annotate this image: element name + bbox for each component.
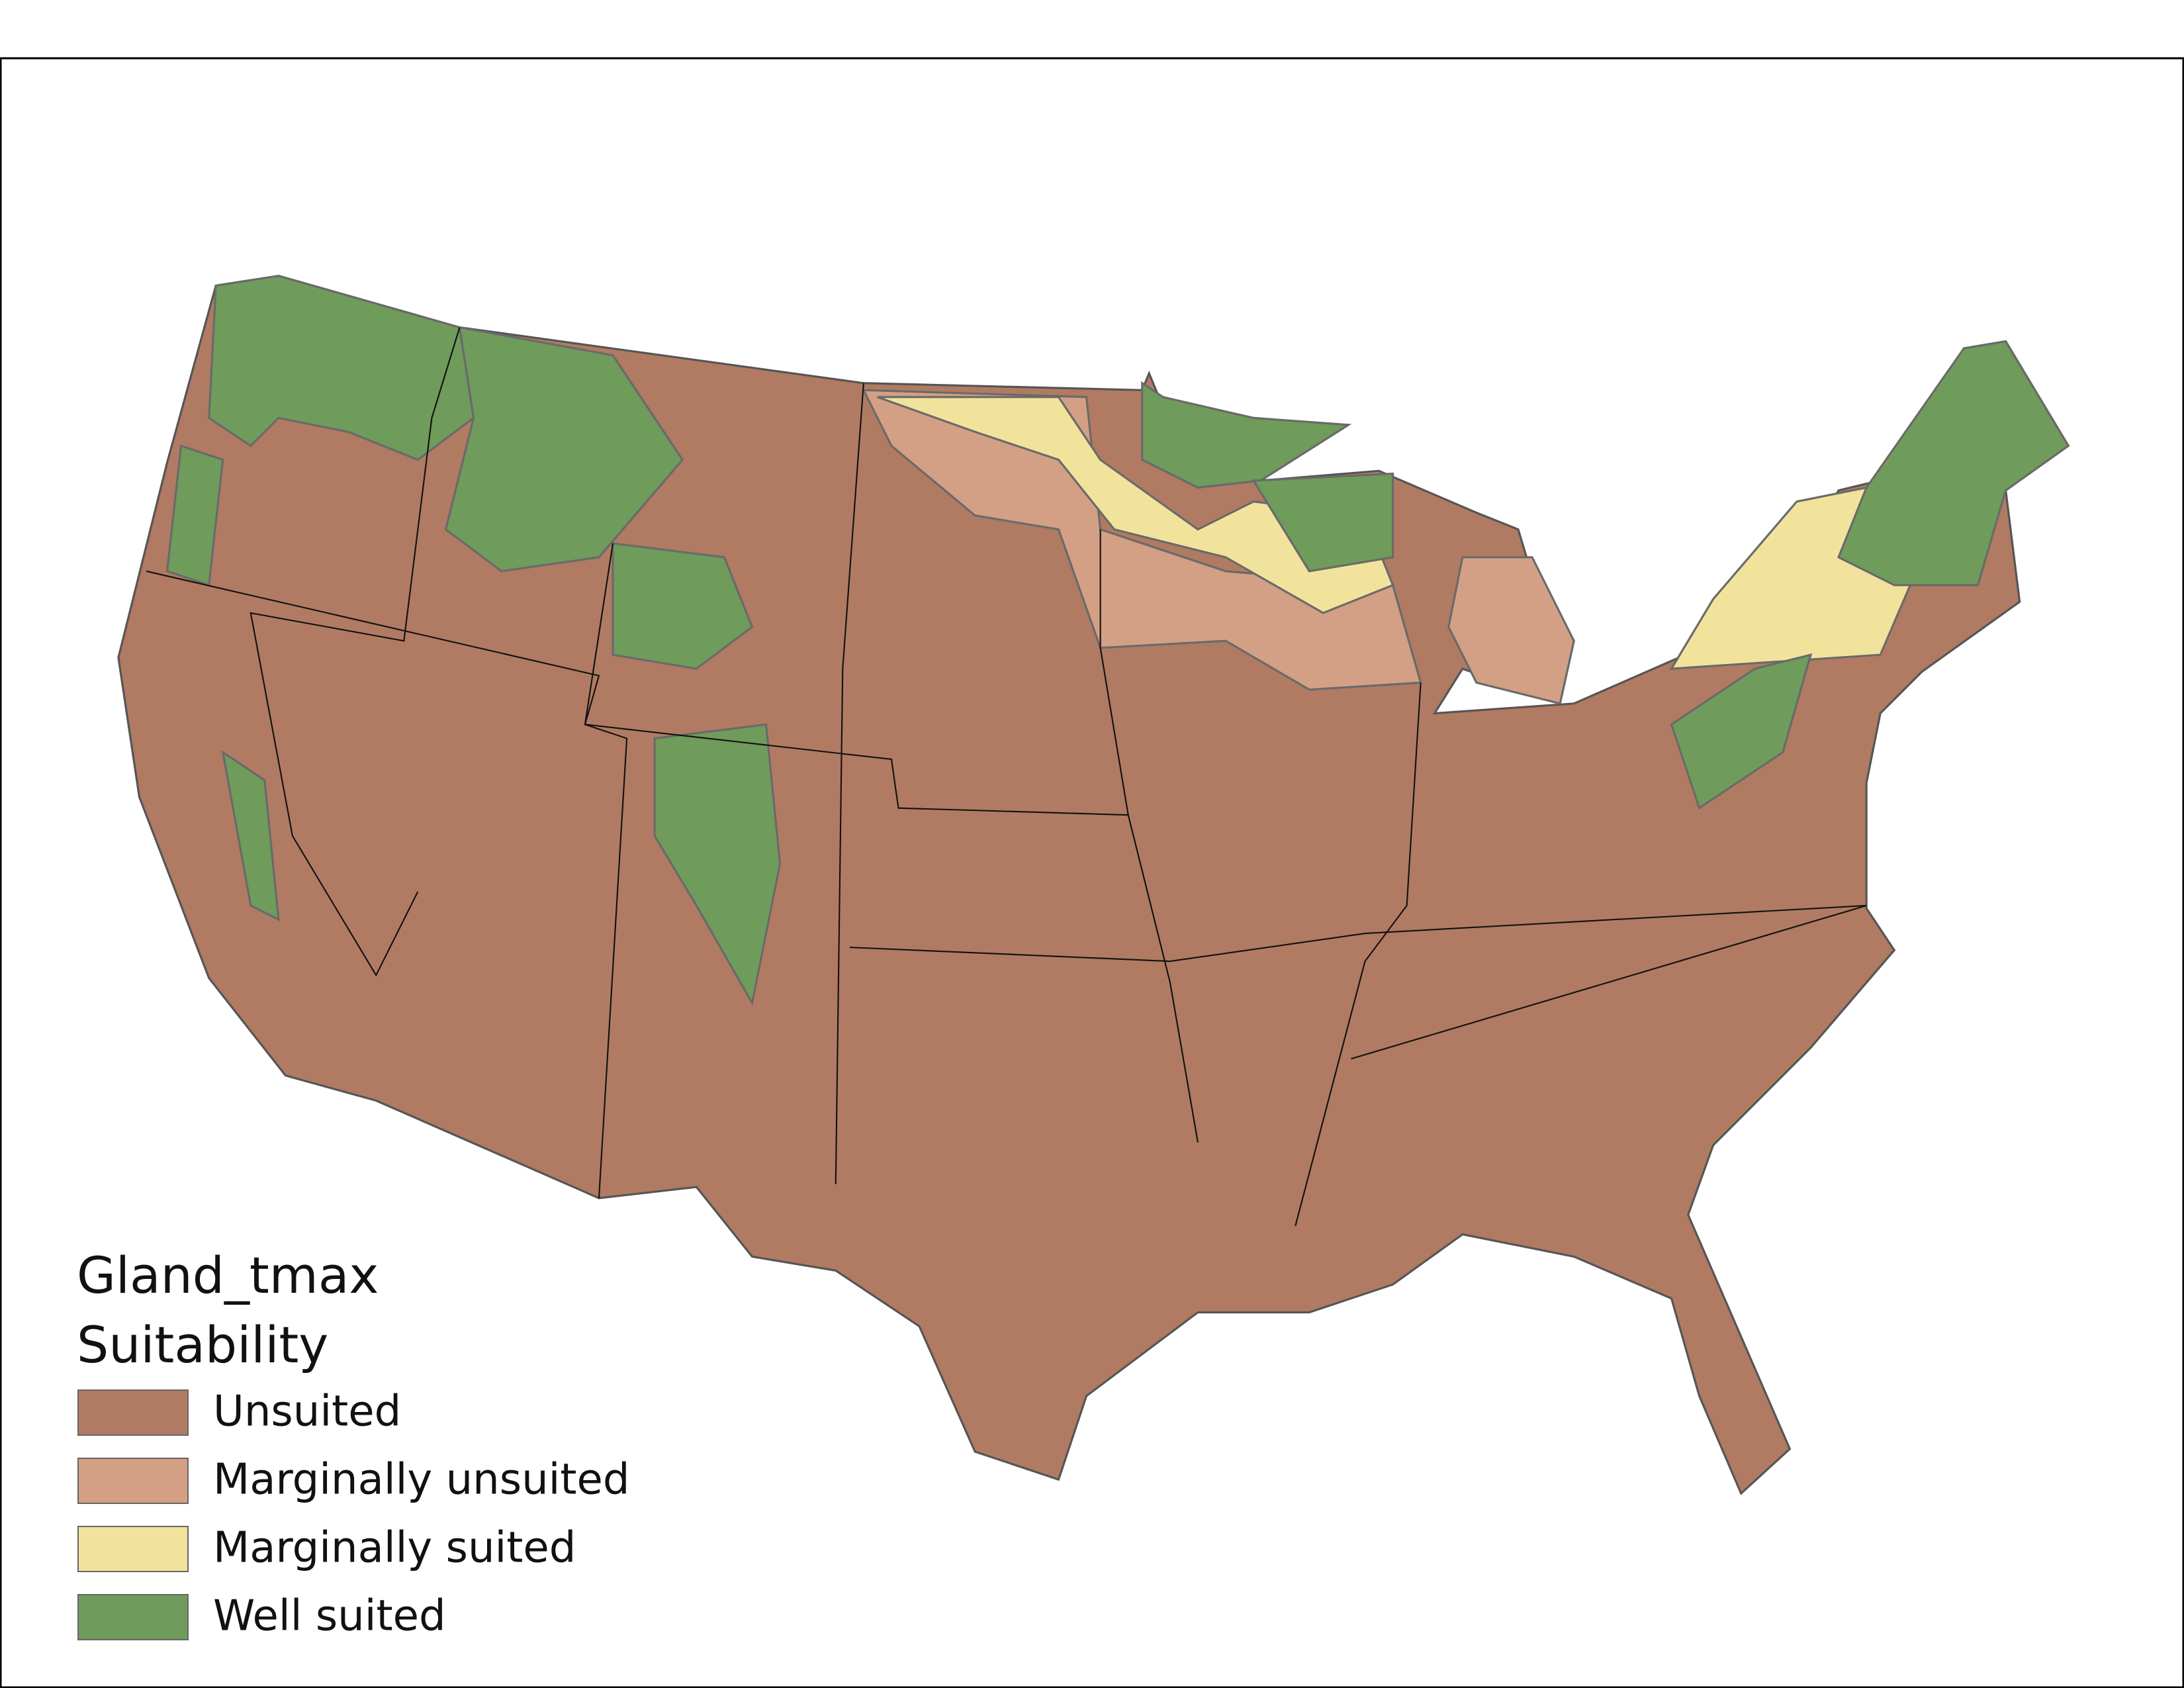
suitability-area xyxy=(653,723,782,1006)
us-outline xyxy=(117,275,2070,1495)
legend: Gland_tmax Suitability Unsuited Marginall… xyxy=(77,1246,630,1641)
suitability-area xyxy=(1670,653,1813,810)
legend-label: Unsuited xyxy=(213,1387,401,1436)
legend-swatch xyxy=(77,1526,189,1572)
suitability-area xyxy=(444,326,684,573)
suitability-area xyxy=(612,542,754,670)
suitability-area xyxy=(877,396,1394,614)
legend-label: Marginally unsuited xyxy=(213,1456,630,1505)
legend-title: Gland_tmax xyxy=(77,1246,379,1305)
legend-swatch xyxy=(77,1458,189,1504)
suitability-area xyxy=(221,750,280,921)
legend-title: Suitability xyxy=(77,1315,328,1374)
suitability-area xyxy=(1837,340,2070,586)
legend-items: Unsuited Marginally unsuited Marginally su… xyxy=(77,1387,630,1641)
legend-swatch xyxy=(77,1389,189,1436)
suitability-area xyxy=(208,275,475,461)
legend-swatch xyxy=(77,1594,189,1640)
suitability-area xyxy=(1251,472,1394,573)
legend-label: Well suited xyxy=(213,1592,446,1641)
map xyxy=(117,275,2070,1495)
suitability-area xyxy=(1141,381,1352,489)
legend-label: Marginally suited xyxy=(213,1524,576,1573)
suitability-area xyxy=(1447,556,1575,705)
state-boundaries xyxy=(146,327,1867,1227)
